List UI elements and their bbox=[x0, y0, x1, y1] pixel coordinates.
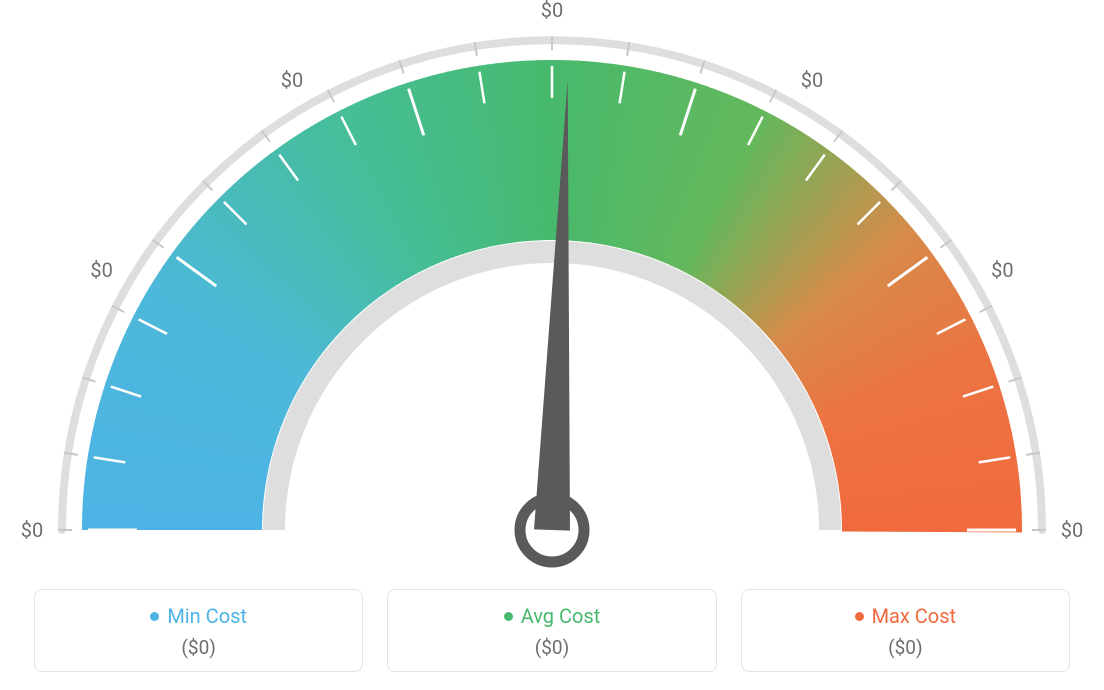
scale-label: $0 bbox=[90, 258, 112, 282]
gauge-chart: $0 $0 $0 $0 $0 $0 $0 bbox=[0, 0, 1104, 570]
scale-label: $0 bbox=[541, 0, 563, 22]
legend-card-avg: Avg Cost ($0) bbox=[387, 589, 716, 672]
legend-label-avg: Avg Cost bbox=[521, 604, 601, 628]
legend-dot-max bbox=[855, 612, 864, 621]
legend-title-avg: Avg Cost bbox=[504, 604, 601, 628]
legend-value-max: ($0) bbox=[742, 636, 1069, 659]
legend-value-min: ($0) bbox=[35, 636, 362, 659]
legend-title-min: Min Cost bbox=[150, 604, 247, 628]
legend-card-min: Min Cost ($0) bbox=[34, 589, 363, 672]
legend-value-avg: ($0) bbox=[388, 636, 715, 659]
scale-label: $0 bbox=[801, 68, 823, 92]
legend-row: Min Cost ($0) Avg Cost ($0) Max Cost ($0… bbox=[34, 589, 1070, 672]
cost-gauge-widget: $0 $0 $0 $0 $0 $0 $0 Min Cost ($0) Avg Cost ($… bbox=[0, 0, 1104, 690]
legend-card-max: Max Cost ($0) bbox=[741, 589, 1070, 672]
legend-dot-avg bbox=[504, 612, 513, 621]
legend-label-max: Max Cost bbox=[872, 604, 957, 628]
scale-label: $0 bbox=[281, 68, 303, 92]
legend-dot-min bbox=[150, 612, 159, 621]
scale-label: $0 bbox=[1061, 518, 1083, 542]
scale-label: $0 bbox=[21, 518, 43, 542]
legend-label-min: Min Cost bbox=[167, 604, 247, 628]
scale-label: $0 bbox=[991, 258, 1013, 282]
legend-title-max: Max Cost bbox=[855, 604, 957, 628]
gauge-svg bbox=[0, 0, 1104, 570]
